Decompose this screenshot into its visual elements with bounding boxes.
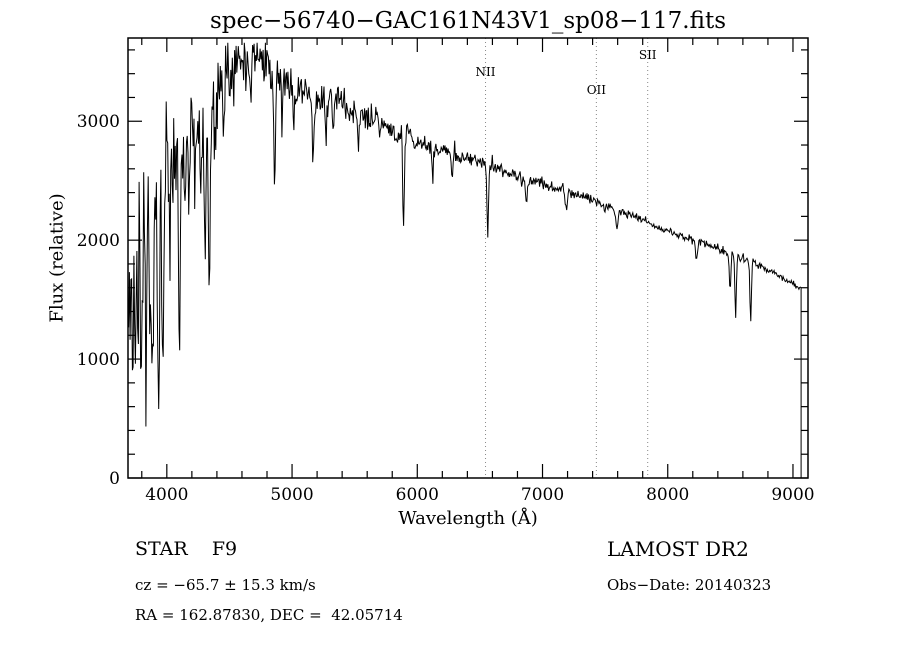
x-tick-label: 8000 [646, 485, 689, 505]
survey-name-label: LAMOST DR2 [607, 537, 749, 561]
obs-date-label: Obs−Date: 20140323 [607, 576, 772, 594]
object-class-label: STAR F9 [135, 538, 238, 560]
x-tick-label: 6000 [396, 485, 439, 505]
x-tick-label: 9000 [771, 485, 814, 505]
spectral-line-label-SII: SII [639, 48, 657, 62]
redshift-velocity-label: cz = −65.7 ± 15.3 km/s [135, 576, 316, 594]
x-tick-label: 7000 [521, 485, 564, 505]
plot-title: spec−56740−GAC161N43V1_sp08−117.fits [209, 8, 727, 34]
axis-ticks [128, 38, 808, 479]
spectrum-line [128, 42, 802, 478]
y-tick-label: 0 [109, 469, 120, 489]
x-axis-label: Wavelength (Å) [398, 508, 538, 529]
plot-frame [127, 37, 809, 479]
x-tick-label: 4000 [145, 485, 188, 505]
spectral-line-label-NII: NII [476, 65, 496, 79]
spectral-line-label-OII: OII [587, 83, 607, 97]
y-tick-label: 1000 [77, 350, 120, 370]
ra-dec-label: RA = 162.87830, DEC = 42.05714 [135, 606, 403, 624]
x-tick-label: 5000 [270, 485, 313, 505]
y-axis-label: Flux (relative) [46, 193, 68, 323]
y-tick-label: 3000 [77, 112, 120, 132]
y-tick-label: 2000 [77, 231, 120, 251]
